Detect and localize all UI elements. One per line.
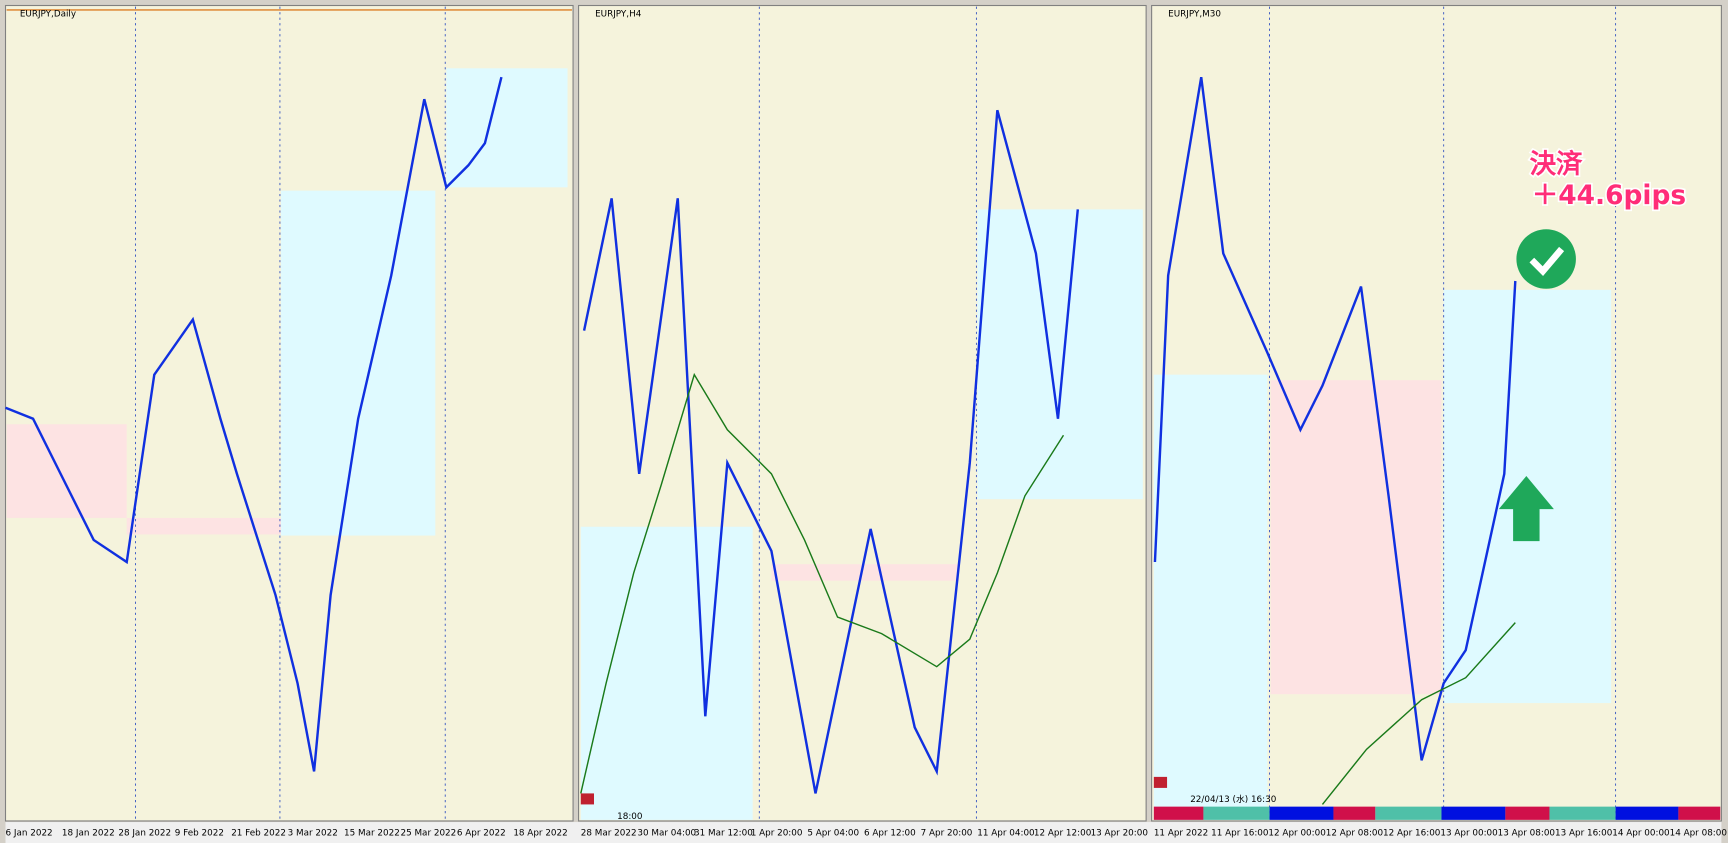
x-tick-label: 11 Apr 04:00 — [977, 828, 1035, 838]
x-tick-label: 14 Apr 08:00 — [1670, 828, 1728, 838]
x-tick-label: 1 Apr 20:00 — [751, 828, 803, 838]
x-tick-label: 11 Apr 2022 — [1154, 828, 1208, 838]
check-icon — [1516, 229, 1576, 289]
button[interactable] — [1153, 776, 1168, 788]
x-tick-label: 5 Apr 04:00 — [807, 828, 859, 838]
check-mark — [1529, 246, 1565, 276]
x-tick-label: 13 Apr 16:00 — [1555, 828, 1613, 838]
x-tick-label: 3 Mar 2022 — [288, 828, 338, 838]
zone — [580, 526, 753, 820]
x-tick-label: 6 Apr 12:00 — [864, 828, 916, 838]
x-tick-label: 25 Mar 2022 — [400, 828, 456, 838]
x-tick-label: 18 Jan 2022 — [62, 828, 115, 838]
time-axis — [5, 822, 1722, 843]
x-tick-label: 13 Apr 20:00 — [1091, 828, 1149, 838]
x-tick-label: 12 Apr 08:00 — [1326, 828, 1384, 838]
x-tick-label: 11 Apr 16:00 — [1211, 828, 1269, 838]
x-tick-label: 13 Apr 08:00 — [1498, 828, 1556, 838]
x-tick-label: 31 Mar 12:00 — [694, 828, 753, 838]
zone — [977, 209, 1143, 500]
x-tick-label: 12 Apr 00:00 — [1268, 828, 1326, 838]
x-tick-label: 12 Apr 16:00 — [1383, 828, 1441, 838]
annotation: ＋44.6pips — [1532, 180, 1686, 211]
moving-average — [580, 372, 1516, 805]
x-tick-label: 28 Mar 2022 — [581, 828, 637, 838]
x-tick-label: 6 Apr 2022 — [457, 828, 506, 838]
x-tick-label: 18 Apr 2022 — [513, 828, 567, 838]
x-tick-label: 9 Feb 2022 — [175, 828, 224, 838]
zone — [1270, 380, 1442, 695]
x-tick-label: 15 Mar 2022 — [344, 828, 400, 838]
x-tick-label: 7 Apr 20:00 — [921, 828, 973, 838]
time-label: 18:00 — [617, 812, 643, 822]
x-tick-label: 13 Apr 00:00 — [1440, 828, 1498, 838]
annotation: 決済 — [1530, 149, 1583, 180]
x-tick-label: 14 Apr 00:00 — [1612, 828, 1670, 838]
x-tick-label: 30 Mar 04:00 — [637, 828, 696, 838]
timestamp: 22/04/13 (水) 16:30 — [1190, 793, 1277, 805]
zone — [281, 190, 436, 536]
up-arrow — [1498, 476, 1554, 542]
x-tick-label: 12 Apr 12:00 — [1034, 828, 1092, 838]
panel-title: EURJPY,Daily — [20, 10, 76, 20]
panel-title: EURJPY,H4 — [595, 10, 642, 20]
x-tick-label: 28 Jan 2022 — [118, 828, 171, 838]
zone — [126, 517, 282, 535]
price-action — [5, 76, 1517, 794]
x-tick-label: 21 Feb 2022 — [231, 828, 286, 838]
button[interactable] — [580, 793, 594, 805]
zone — [6, 424, 127, 518]
zone — [1153, 374, 1268, 820]
session-bar — [1153, 806, 1721, 820]
zone — [771, 564, 959, 581]
panel-title: EURJPY,M30 — [1168, 10, 1221, 20]
x-tick-label: 6 Jan 2022 — [6, 828, 53, 838]
